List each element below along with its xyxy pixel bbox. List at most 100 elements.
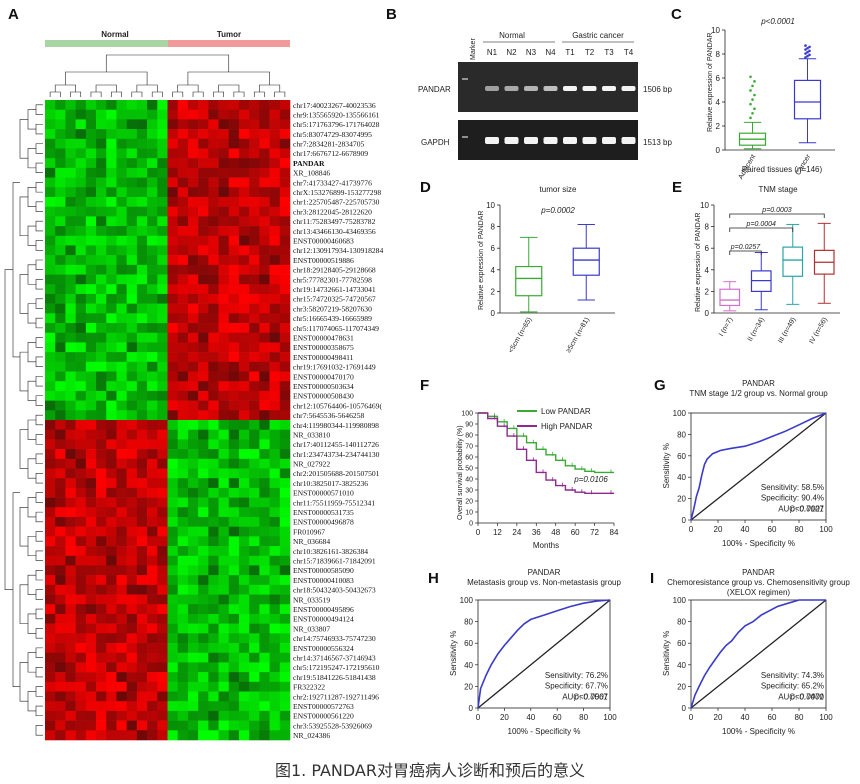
heatmap-cell — [187, 119, 199, 130]
heatmap-cell — [75, 390, 87, 401]
heatmap-cell — [55, 381, 66, 392]
y-tick-label: 40 — [465, 477, 473, 484]
heatmap-cell — [126, 681, 138, 692]
heatmap-cell — [85, 303, 97, 314]
heatmap-cell — [198, 216, 209, 227]
heatmap-cell — [45, 148, 56, 159]
heatmap-cell — [126, 100, 138, 110]
heatmap-cell — [187, 536, 199, 547]
heatmap-cell — [126, 129, 138, 140]
heatmap-cell — [208, 410, 219, 421]
heatmap-cell — [75, 516, 87, 527]
heatmap-cell — [187, 352, 199, 363]
heatmap-cell — [157, 264, 168, 275]
heatmap-cell — [238, 652, 250, 663]
pvalue-label: p<0.0001 — [760, 17, 795, 26]
y-axis-label: Sensitivity % — [662, 631, 671, 676]
heatmap-cell — [259, 371, 270, 382]
heatmap-cell — [198, 468, 209, 479]
heatmap-cell — [167, 575, 179, 586]
heatmap-cell — [136, 390, 148, 401]
heatmap-cell — [45, 216, 56, 227]
gene-label: NR_033810 — [293, 430, 330, 439]
heatmap-cell — [116, 458, 127, 469]
heatmap-cell — [177, 148, 189, 159]
heatmap-cell — [208, 730, 219, 741]
heatmap-cell — [65, 187, 76, 198]
heatmap-cell — [126, 313, 138, 324]
y-tick-label: 6 — [705, 244, 710, 253]
heatmap-cell — [116, 148, 127, 159]
heatmap-cell — [198, 497, 209, 508]
heatmap-cell — [187, 255, 199, 266]
heatmap-cell — [259, 429, 270, 440]
heatmap-cell — [208, 487, 219, 498]
heatmap-cell — [147, 662, 158, 673]
heatmap-cell — [198, 730, 209, 741]
heatmap-cell — [147, 546, 158, 557]
heatmap-cell — [187, 681, 199, 692]
gene-label: chr13:43466130-43469356 — [293, 227, 376, 236]
heatmap-cell — [177, 129, 189, 140]
heatmap-cell — [259, 662, 270, 673]
dendrogram-branch — [19, 662, 28, 702]
heatmap-cell — [65, 245, 76, 256]
heatmap-cell — [147, 274, 158, 285]
heatmap-cell — [157, 701, 168, 712]
heatmap-cell — [106, 497, 117, 508]
heatmap-cell — [228, 400, 240, 411]
heatmap-cell — [96, 613, 107, 624]
outlier-point — [751, 111, 754, 115]
heatmap-cell — [96, 429, 107, 440]
heatmap-cell — [279, 478, 291, 489]
dendrogram-branch — [274, 91, 286, 97]
heatmap-cell — [208, 643, 219, 654]
heatmap-cell — [238, 381, 250, 392]
heatmap-cell — [157, 332, 168, 343]
heatmap-cell — [187, 206, 199, 217]
heatmap-cell — [198, 167, 209, 178]
heatmap-cell — [65, 730, 76, 741]
heatmap-cell — [198, 691, 209, 702]
heatmap-cell — [45, 420, 56, 430]
heatmap-cell — [249, 129, 260, 140]
y-axis-label: Overall survival probability (%) — [457, 425, 464, 520]
heatmap-cell — [228, 594, 240, 605]
heatmap-cell — [157, 187, 168, 198]
heatmap-cell — [85, 497, 97, 508]
heatmap-cell — [85, 100, 97, 110]
heatmap-cell — [96, 284, 107, 295]
heatmap-cell — [269, 138, 281, 149]
heatmap-cell — [249, 410, 260, 421]
heatmap-cell — [187, 546, 199, 557]
heatmap-cell — [269, 643, 281, 654]
heatmap-cell — [96, 381, 107, 392]
heatmap-cell — [106, 420, 117, 430]
y-tick-label: 0 — [682, 516, 687, 525]
tumor-group-bar — [168, 40, 290, 47]
y-tick-label: 20 — [465, 499, 473, 506]
heatmap-cell — [238, 371, 250, 382]
heatmap-cell — [187, 284, 199, 295]
heatmap-cell — [259, 507, 270, 518]
heatmap-cell — [218, 274, 230, 285]
heatmap-cell — [85, 342, 97, 353]
heatmap-cell — [249, 264, 260, 275]
heatmap-cell — [126, 594, 138, 605]
x-tick-label: 60 — [768, 525, 777, 534]
heatmap-cell — [65, 342, 76, 353]
gene-label: FR010967 — [293, 527, 325, 536]
heatmap-cell — [96, 100, 107, 110]
heatmap-cell — [198, 613, 209, 624]
heatmap-cell — [45, 458, 56, 469]
heatmap-cell — [269, 507, 281, 518]
heatmap-cell — [279, 410, 291, 421]
gene-label: chr5:77782301-77782598 — [293, 275, 372, 284]
heatmap-cell — [249, 284, 260, 295]
heatmap-cell — [177, 565, 189, 576]
heatmap-cell — [218, 710, 230, 721]
heatmap-cell — [55, 187, 66, 198]
heatmap-cell — [157, 439, 168, 450]
heatmap-cell — [218, 323, 230, 334]
